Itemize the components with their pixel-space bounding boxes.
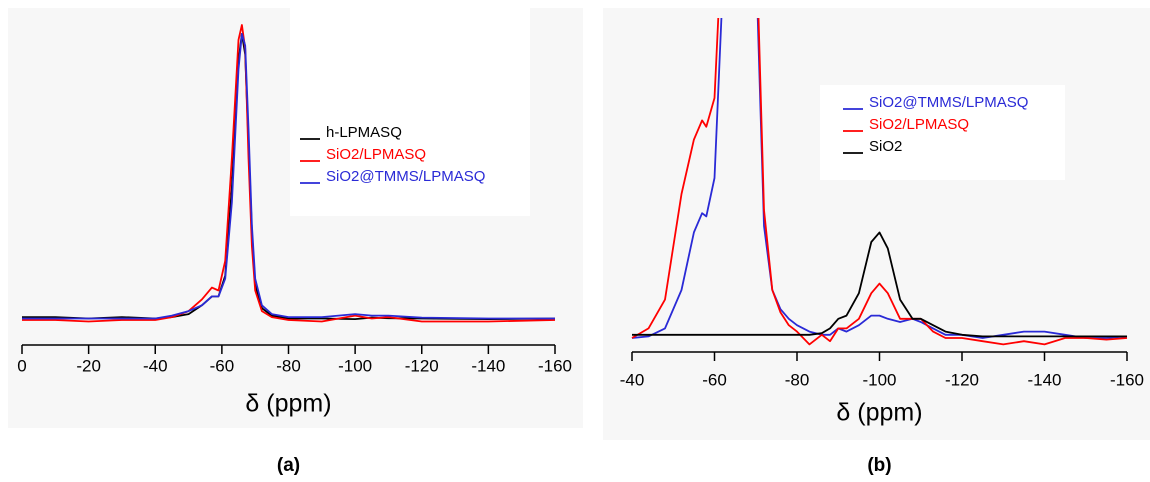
- panel-label: (a): [277, 455, 300, 476]
- x-tick-label: -60: [210, 356, 235, 375]
- legend-label: SiO2@TMMS/LPMASQ: [326, 168, 485, 185]
- x-tick-label: -120: [945, 370, 979, 389]
- x-tick-label: -160: [538, 356, 572, 375]
- spectrum-line: [632, 231, 1127, 338]
- legend-background: [290, 8, 530, 216]
- curves: [22, 24, 556, 323]
- x-axis-label: δ (ppm): [245, 390, 331, 418]
- curves: [631, 18, 1128, 346]
- legend-label: h-LPMASQ: [326, 124, 402, 141]
- x-tick-label: -60: [702, 370, 727, 389]
- spectrum-line: [22, 33, 555, 320]
- x-tick-label: -140: [471, 356, 505, 375]
- legend-background: [820, 85, 1065, 180]
- panel-label: (b): [867, 455, 891, 476]
- legend-label: SiO2/LPMASQ: [326, 146, 426, 163]
- x-tick-label: -20: [76, 356, 101, 375]
- x-tick-label: -80: [785, 370, 810, 389]
- x-tick-label: -80: [276, 356, 301, 375]
- x-tick-label: -120: [405, 356, 439, 375]
- x-tick-label: -40: [620, 370, 645, 389]
- legend-label: SiO2@TMMS/LPMASQ: [869, 94, 1028, 111]
- x-tick-label: -100: [862, 370, 896, 389]
- legend-label: SiO2/LPMASQ: [869, 116, 969, 133]
- x-tick-label: -100: [338, 356, 372, 375]
- legend-label: SiO2: [869, 138, 902, 155]
- spectrum-line: [631, 18, 1128, 346]
- x-tick-label: -140: [1027, 370, 1061, 389]
- x-tick-label: -40: [143, 356, 168, 375]
- x-axis-label: δ (ppm): [836, 399, 922, 427]
- x-tick-label: -160: [1110, 370, 1144, 389]
- panel-background: [603, 8, 1150, 440]
- x-tick-label: 0: [17, 356, 26, 375]
